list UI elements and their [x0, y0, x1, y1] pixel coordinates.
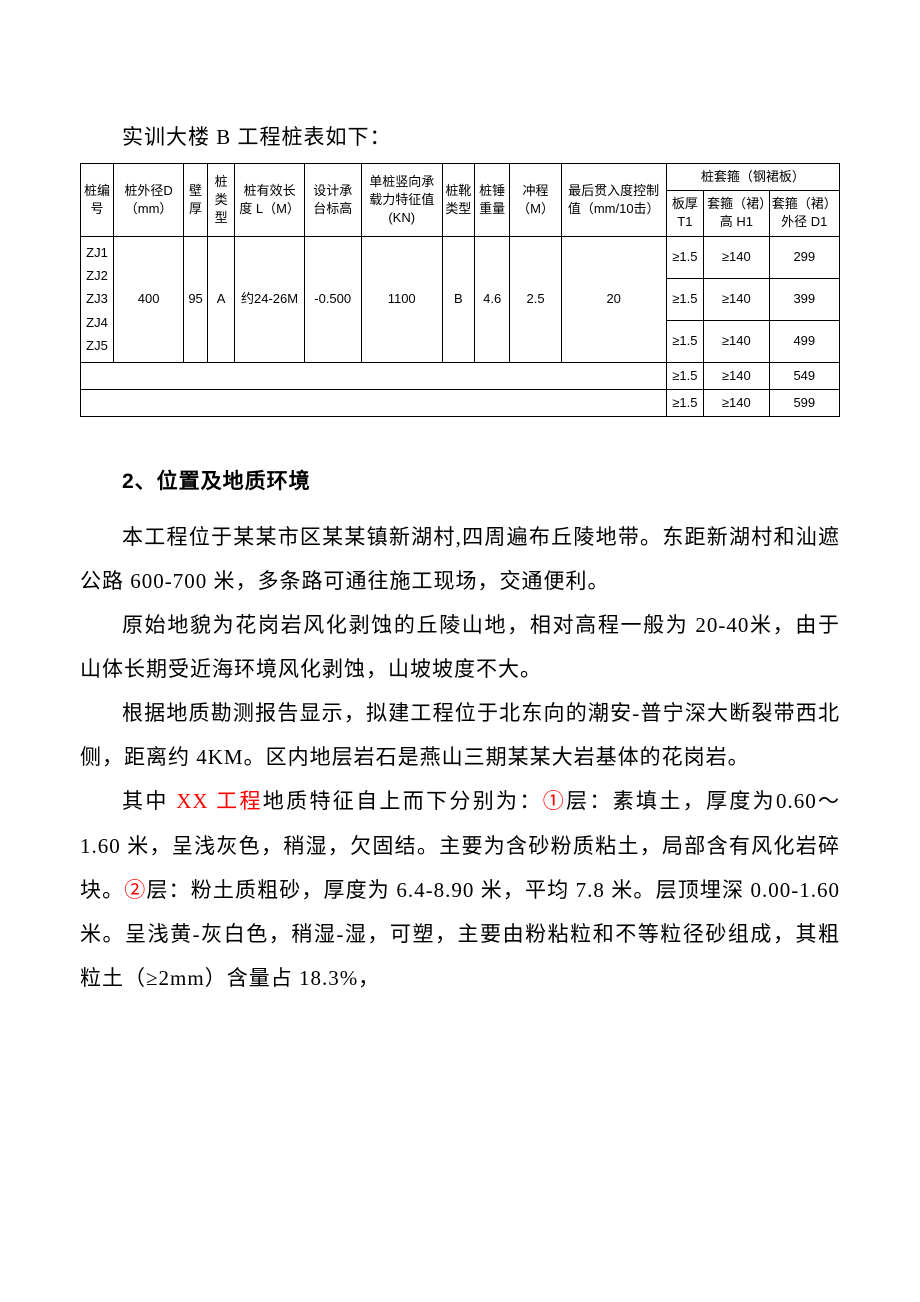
cell-h1: ≥140	[704, 362, 770, 389]
cell-h1: ≥140	[704, 278, 770, 320]
cell-d1: 549	[769, 362, 839, 389]
col-stroke: 冲程（M）	[510, 164, 561, 237]
cell-t1: ≥1.5	[666, 362, 703, 389]
cell-elev: -0.500	[304, 236, 361, 362]
cell-d1: 299	[769, 236, 839, 278]
col-boot: 桩靴类型	[442, 164, 474, 237]
col-pile-id: 桩编号	[81, 164, 114, 237]
table-row: ZJ1 ZJ2 ZJ3 ZJ4 ZJ5 400 95 A 约24-26M -0.…	[81, 236, 840, 278]
cell-pile-ids: ZJ1 ZJ2 ZJ3 ZJ4 ZJ5	[81, 236, 114, 362]
col-outer-dia: 桩外径D（mm）	[113, 164, 183, 237]
cell-d1: 499	[769, 320, 839, 362]
table-row: ≥1.5 ≥140 599	[81, 389, 840, 416]
section-2-heading: 2、位置及地质环境	[80, 465, 840, 495]
cell-type: A	[207, 236, 234, 362]
table-row: ≥1.5 ≥140 549	[81, 362, 840, 389]
section-2-p4: 其中 XX 工程地质特征自上而下分别为：①层：素填土，厚度为0.60～1.60 …	[80, 779, 840, 999]
col-pile-type: 桩类型	[207, 164, 234, 237]
col-group-sleeve: 桩套箍（钢裙板）	[666, 164, 839, 191]
cell-h1: ≥140	[704, 236, 770, 278]
col-penetration: 最后贯入度控制值（mm/10击）	[561, 164, 666, 237]
p4-red-3: ②	[124, 878, 146, 902]
cell-empty	[81, 362, 667, 389]
p4-red-2: ①	[543, 789, 566, 813]
table-intro: 实训大楼 B 工程桩表如下：	[80, 121, 840, 151]
cell-h1: ≥140	[704, 389, 770, 416]
cell-d: 400	[113, 236, 183, 362]
table-header-row-1: 桩编号 桩外径D（mm） 壁厚 桩类型 桩有效长度 L（M） 设计承台标高 单桩…	[81, 164, 840, 191]
cell-h1: ≥140	[704, 320, 770, 362]
cell-penetration: 20	[561, 236, 666, 362]
cell-boot: B	[442, 236, 474, 362]
pile-table: 桩编号 桩外径D（mm） 壁厚 桩类型 桩有效长度 L（M） 设计承台标高 单桩…	[80, 163, 840, 417]
col-t1: 板厚 T1	[666, 191, 703, 236]
cell-t1: ≥1.5	[666, 278, 703, 320]
section-2-p2: 原始地貌为花岗岩风化剥蚀的丘陵山地，相对高程一般为 20-40米，由于山体长期受…	[80, 603, 840, 691]
cell-length: 约24-26M	[235, 236, 304, 362]
cell-hammer: 4.6	[474, 236, 509, 362]
col-hammer: 桩锤重量	[474, 164, 509, 237]
cell-t1: ≥1.5	[666, 320, 703, 362]
cell-wall: 95	[184, 236, 208, 362]
col-capacity: 单桩竖向承载力特征值 (KN)	[361, 164, 442, 237]
p4-text-b: 地质特征自上而下分别为：	[263, 789, 543, 813]
col-wall: 壁厚	[184, 164, 208, 237]
col-d1: 套箍（裙）外径 D1	[769, 191, 839, 236]
cell-t1: ≥1.5	[666, 389, 703, 416]
cell-empty	[81, 389, 667, 416]
col-elev: 设计承台标高	[304, 164, 361, 237]
p4-red-1: XX 工程	[176, 789, 263, 813]
section-2-p1: 本工程位于某某市区某某镇新湖村,四周遍布丘陵地带。东距新湖村和汕遮公路 600-…	[80, 515, 840, 603]
section-2-p3: 根据地质勘测报告显示，拟建工程位于北东向的潮安-普宁深大断裂带西北侧，距离约 4…	[80, 691, 840, 779]
cell-stroke: 2.5	[510, 236, 561, 362]
col-h1: 套箍（裙）高 H1	[704, 191, 770, 236]
cell-capacity: 1100	[361, 236, 442, 362]
p4-text-d: 层：粉土质粗砂，厚度为 6.4-8.90 米，平均 7.8 米。层顶埋深 0.0…	[80, 878, 840, 990]
col-length: 桩有效长度 L（M）	[235, 164, 304, 237]
p4-text-a: 其中	[122, 789, 176, 813]
cell-d1: 399	[769, 278, 839, 320]
cell-t1: ≥1.5	[666, 236, 703, 278]
cell-d1: 599	[769, 389, 839, 416]
